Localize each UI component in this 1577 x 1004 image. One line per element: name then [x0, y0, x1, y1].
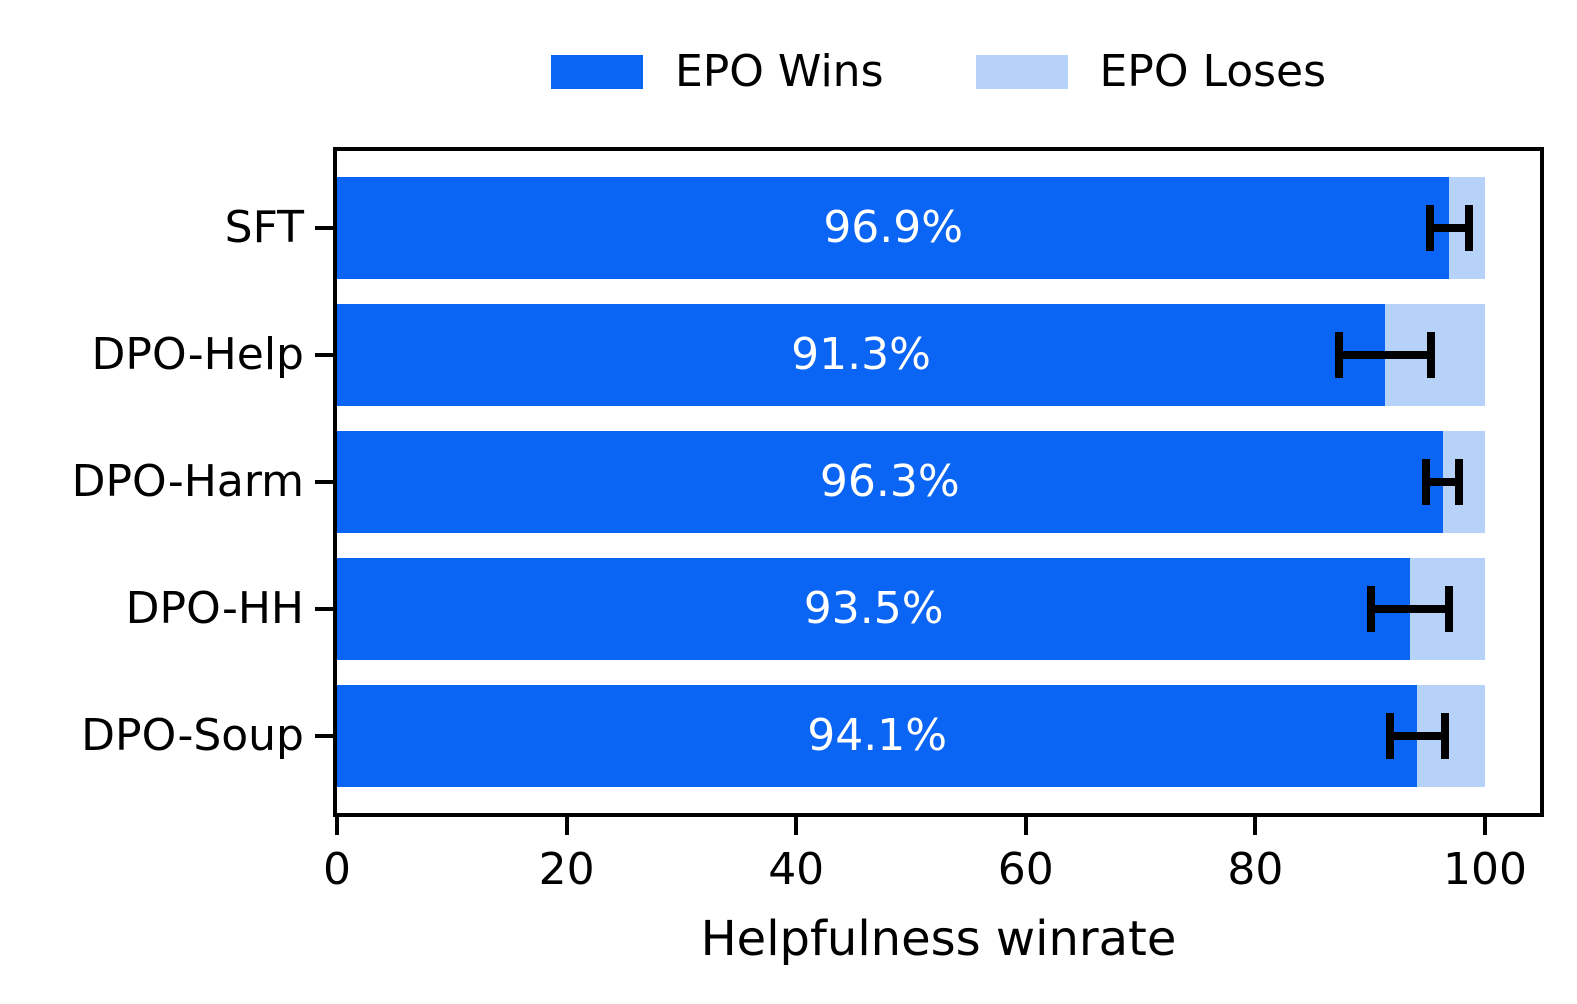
x-tick-mark	[1023, 817, 1028, 835]
error-bar-cap	[1385, 712, 1394, 759]
x-tick-label-40: 40	[768, 844, 825, 895]
y-tick-label-dpo-soup: DPO-Soup	[81, 709, 304, 761]
bar-epo-wins	[337, 303, 1386, 406]
x-tick-label-80: 80	[1227, 844, 1284, 895]
y-tick-label-dpo-harm: DPO-Harm	[71, 455, 304, 507]
legend-swatch-epo-loses	[975, 55, 1068, 89]
error-bar-line	[1389, 731, 1445, 740]
x-tick-label-0: 0	[323, 844, 351, 895]
bar-value-label: 93.5%	[803, 582, 944, 634]
bar-value-label: 96.9%	[823, 202, 964, 253]
legend-item-epo-loses: EPO Loses	[975, 44, 1327, 100]
x-tick-mark	[1483, 817, 1487, 835]
error-bar-cap	[1335, 331, 1344, 378]
bar-epo-wins	[337, 557, 1411, 660]
bar-value-label: 91.3%	[791, 328, 931, 380]
x-tick-mark	[794, 817, 799, 835]
x-tick-label-60: 60	[997, 844, 1054, 895]
y-tick-mark	[315, 606, 333, 611]
y-tick-mark	[315, 479, 333, 484]
x-axis-title: Helpfulness winrate	[700, 911, 1177, 967]
legend-item-epo-wins: EPO Wins	[550, 44, 884, 100]
x-tick-label-100: 100	[1443, 844, 1527, 895]
error-bar-line	[1429, 224, 1469, 232]
legend-label-epo-wins: EPO Wins	[674, 46, 884, 97]
bar-value-label: 96.3%	[819, 455, 960, 507]
y-tick-mark	[315, 226, 333, 230]
y-tick-label-dpo-hh: DPO-HH	[125, 582, 304, 634]
y-tick-mark	[315, 733, 333, 738]
y-tick-mark	[315, 352, 333, 357]
error-bar-line	[1371, 604, 1450, 613]
x-tick-mark	[335, 817, 339, 835]
legend-swatch-epo-wins	[550, 55, 643, 89]
y-tick-label-sft: SFT	[224, 202, 304, 253]
x-tick-mark	[1253, 817, 1258, 835]
error-bar-cap	[1427, 331, 1436, 378]
y-tick-label-dpo-help: DPO-Help	[91, 328, 304, 380]
error-bar-cap	[1440, 712, 1449, 759]
error-bar-cap	[1464, 205, 1473, 251]
bar-epo-wins	[337, 684, 1418, 787]
plot-inner: 96.9% 91.3% 96.3% 93.5% 94.1%	[337, 151, 1540, 813]
legend-label-epo-loses: EPO Loses	[1099, 46, 1327, 97]
error-bar-cap	[1425, 205, 1434, 251]
error-bar-cap	[1445, 585, 1454, 632]
error-bar-cap	[1367, 585, 1376, 632]
legend: EPO Wins EPO Loses	[333, 42, 1544, 102]
error-bar-cap	[1454, 458, 1463, 505]
bar-value-label: 94.1%	[807, 709, 948, 761]
bar-epo-wins	[337, 430, 1443, 533]
error-bar-line	[1339, 350, 1432, 359]
plot-area: 96.9% 91.3% 96.3% 93.5% 94.1%	[333, 147, 1544, 817]
error-bar-line	[1426, 477, 1459, 486]
bar-epo-wins	[337, 177, 1450, 279]
x-tick-mark	[564, 817, 569, 835]
error-bar-cap	[1422, 458, 1431, 505]
x-tick-label-20: 20	[538, 844, 595, 895]
